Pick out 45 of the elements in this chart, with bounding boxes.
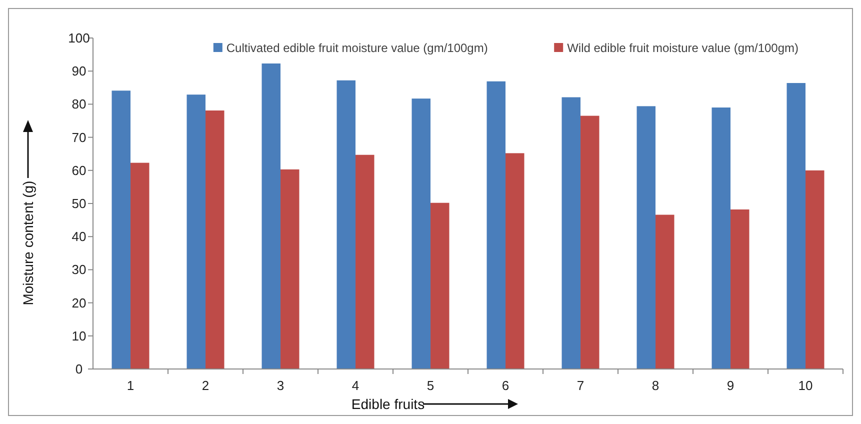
legend-label: Cultivated edible fruit moisture value (gm/100gm) [226,41,488,55]
bar [786,83,806,369]
bar [580,116,600,369]
x-tick-label: 5 [426,378,434,393]
y-tick-label: 10 [72,328,86,344]
bar [206,110,224,369]
bar [186,94,206,369]
y-tick-label: 30 [72,262,86,278]
bar [356,154,374,369]
y-tick-label: 20 [72,295,86,310]
bar [656,214,674,369]
bar [262,63,280,369]
bar [280,169,300,369]
x-tick-label: 6 [502,378,510,393]
y-tick-label: 0 [75,362,83,376]
y-tick-label: 90 [72,64,86,79]
y-tick-label: 80 [72,96,86,112]
y-tick-label: 70 [72,130,86,145]
bar [412,98,430,369]
x-tick-label: 9 [726,378,734,393]
x-tick-label: 7 [576,378,584,393]
bar [336,80,356,369]
bar [112,90,130,369]
x-tick-label: 3 [276,378,284,393]
bar [430,202,450,369]
x-tick-label: 8 [652,378,660,393]
x-axis-title: Edible fruits [351,396,425,412]
y-axis-title: Moisture content (g) [20,180,36,306]
y-tick-label: 50 [72,196,86,211]
x-tick-label: 2 [202,378,210,393]
bar [130,162,150,369]
bar [486,81,506,369]
bar [562,97,580,369]
legend-label: Wild edible fruit moisture value (gm/100gm) [567,41,799,55]
y-tick-label: 40 [72,229,86,244]
bar [506,153,524,369]
x-tick-label: 4 [352,378,360,393]
bar [806,170,824,369]
x-tick-label: 1 [126,378,134,393]
y-tick-label: 60 [72,162,86,178]
bar [730,209,750,369]
x-tick-label: 10 [798,378,813,393]
y-tick-label: 100 [68,30,90,46]
bar [636,106,656,369]
bar [712,108,730,369]
